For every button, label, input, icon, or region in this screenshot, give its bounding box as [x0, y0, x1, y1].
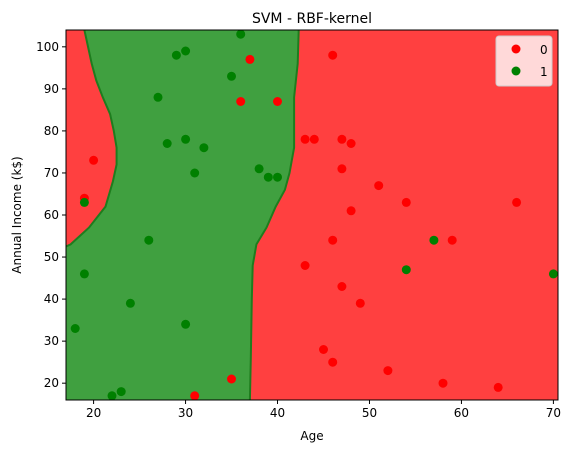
point-class-1 [181, 46, 191, 56]
point-class-1 [171, 50, 181, 60]
point-class-1 [70, 324, 80, 333]
legend-box [495, 35, 553, 87]
x-tick-label: 20 [86, 406, 101, 420]
point-class-1 [548, 269, 558, 279]
y-tick-label: 80 [44, 124, 59, 138]
point-class-1 [263, 172, 273, 182]
y-tick-label: 90 [44, 82, 59, 96]
point-class-1 [227, 71, 236, 81]
x-tick-label: 40 [270, 406, 285, 420]
point-class-0 [401, 197, 411, 207]
y-tick-label: 40 [44, 292, 59, 306]
point-class-1 [429, 235, 439, 245]
legend-label-1: 1 [540, 65, 548, 79]
y-tick-label: 50 [44, 250, 59, 264]
point-class-0 [245, 54, 255, 64]
point-class-1 [125, 298, 135, 308]
point-class-0 [190, 391, 200, 400]
region-class-1 [66, 30, 299, 400]
point-class-0 [236, 97, 246, 106]
x-axis: 20 30 40 50 60 70 [86, 400, 561, 420]
point-class-0 [328, 50, 338, 60]
point-class-0 [227, 374, 236, 384]
x-axis-label: Age [300, 429, 323, 443]
point-class-0 [309, 134, 319, 144]
point-class-0 [438, 378, 448, 388]
point-class-1 [401, 265, 411, 275]
y-tick-label: 60 [44, 208, 59, 222]
point-class-0 [319, 345, 328, 354]
y-tick-label: 30 [44, 334, 59, 348]
point-class-1 [107, 391, 117, 400]
legend-marker-1 [511, 66, 521, 76]
y-axis: 20 30 40 50 60 70 80 90 100 [36, 40, 66, 390]
legend: 0 1 [495, 35, 553, 87]
y-tick-label: 70 [44, 166, 59, 180]
point-class-0 [337, 282, 347, 291]
point-class-0 [512, 197, 522, 207]
point-class-1 [79, 269, 89, 279]
point-class-1 [162, 139, 172, 148]
point-class-0 [273, 97, 282, 106]
point-class-0 [493, 382, 503, 392]
point-class-1 [153, 92, 163, 102]
point-class-0 [346, 206, 356, 216]
point-class-1 [273, 172, 282, 182]
point-class-0 [383, 366, 393, 376]
legend-label-0: 0 [540, 43, 548, 57]
point-class-0 [300, 134, 310, 144]
point-class-0 [89, 155, 99, 165]
y-tick-label: 100 [36, 40, 59, 54]
boundary-left [66, 30, 118, 248]
legend-marker-0 [511, 44, 521, 54]
point-class-1 [116, 387, 126, 397]
x-tick-label: 70 [546, 406, 561, 420]
point-class-0 [328, 235, 338, 245]
scatter-points [70, 30, 558, 400]
x-tick-label: 30 [178, 406, 193, 420]
point-class-1 [190, 168, 200, 178]
point-class-1 [181, 319, 191, 329]
point-class-1 [181, 134, 191, 144]
point-class-0 [346, 139, 356, 148]
point-class-0 [447, 235, 457, 245]
x-tick-label: 60 [454, 406, 469, 420]
decision-regions [66, 30, 558, 400]
point-class-1 [254, 164, 264, 174]
point-class-0 [337, 134, 347, 144]
point-class-0 [300, 261, 310, 270]
point-class-1 [79, 197, 89, 207]
point-class-0 [355, 298, 365, 308]
point-class-0 [374, 181, 384, 191]
chart-title: SVM - RBF-kernel [252, 11, 372, 27]
boundary-right [248, 30, 300, 400]
point-class-0 [328, 357, 338, 367]
plot-area [65, 29, 559, 401]
point-class-1 [144, 235, 154, 245]
x-tick-label: 50 [362, 406, 377, 420]
point-class-1 [236, 30, 246, 39]
y-tick-label: 20 [44, 376, 59, 390]
y-axis-label: Annual Income (k$) [10, 156, 24, 273]
point-class-1 [199, 143, 209, 153]
point-class-0 [337, 164, 347, 174]
